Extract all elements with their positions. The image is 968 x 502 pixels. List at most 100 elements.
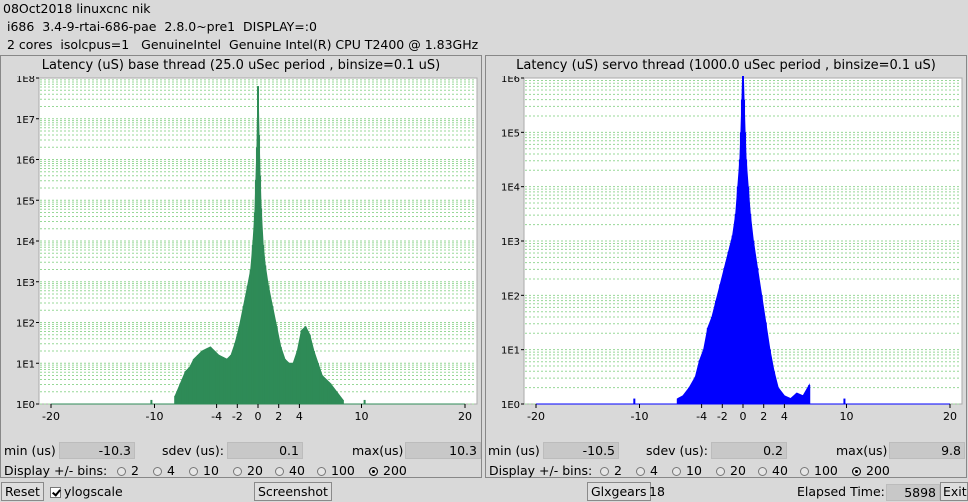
histogram-bar (752, 241, 755, 404)
radio-label: 10 (203, 463, 219, 478)
base-thread-title: Latency (uS) base thread (25.0 uSec peri… (41, 58, 441, 73)
checkbox-indicator[interactable] (50, 487, 61, 498)
histogram-bar (702, 349, 705, 404)
histogram-bar (843, 398, 846, 404)
histogram-bar (710, 317, 713, 404)
bins-radio-2[interactable]: 2 (600, 463, 622, 478)
bins-radio-200[interactable]: 200 (852, 463, 890, 478)
radio-indicator[interactable] (153, 467, 162, 476)
x-tick-label: -10 (146, 410, 164, 423)
histogram-bar (719, 284, 722, 404)
histogram-bar (363, 399, 366, 404)
histogram-bar (230, 355, 233, 404)
histogram-bar (731, 235, 734, 404)
bins-radio-40[interactable]: 40 (758, 463, 788, 478)
bins-radio-100[interactable]: 100 (800, 463, 838, 478)
histogram-bar (308, 334, 311, 404)
bins-radio-100[interactable]: 100 (317, 463, 355, 478)
radio-indicator[interactable] (716, 467, 725, 476)
histogram-bar (768, 349, 771, 404)
histogram-bar (681, 395, 684, 404)
histogram-bar (264, 265, 267, 404)
x-tick-label: 0 (740, 410, 747, 423)
histogram-bar (179, 383, 182, 404)
bins-radio-4[interactable]: 4 (153, 463, 175, 478)
radio-indicator[interactable] (233, 467, 242, 476)
bins-radio-2[interactable]: 2 (117, 463, 139, 478)
histogram-bar (736, 186, 739, 404)
glxgears-button[interactable]: Glxgears (587, 482, 651, 501)
ylogscale-checkbox[interactable]: ylogscale (50, 484, 123, 499)
radio-label: 2 (131, 463, 139, 478)
y-tick-label: 1E4 (501, 183, 520, 194)
histogram-bar (795, 393, 798, 404)
bins-radio-10[interactable]: 10 (672, 463, 702, 478)
histogram-bar (742, 76, 744, 404)
elapsed-time-value: 5898 (886, 484, 940, 501)
histogram-bar (192, 359, 195, 404)
histogram-bar (255, 147, 258, 404)
y-tick-label: 1E6 (16, 156, 35, 167)
histogram-bar (225, 359, 228, 404)
histogram-bar (184, 371, 187, 404)
bins-radio-200[interactable]: 200 (369, 463, 407, 478)
histogram-bar (213, 351, 216, 404)
histogram-bar (341, 399, 344, 404)
y-tick-label: 1E1 (16, 359, 35, 370)
bins-radio-4[interactable]: 4 (636, 463, 658, 478)
bins-selector: Display +/- bins: 2 4 10 20 40 100 200 (486, 461, 966, 479)
radio-indicator[interactable] (852, 467, 861, 476)
radio-label: 10 (686, 463, 702, 478)
histogram-bar (329, 383, 332, 404)
radio-indicator[interactable] (600, 467, 609, 476)
bins-radio-20[interactable]: 20 (233, 463, 263, 478)
histogram-bar (275, 326, 278, 404)
radio-indicator[interactable] (189, 467, 198, 476)
histogram-bar (715, 300, 718, 404)
servo-thread-panel: Latency (uS) servo thread (1000.0 uSec p… (485, 55, 967, 478)
histogram-bar (300, 330, 303, 404)
x-tick-label: -4 (211, 410, 222, 423)
base-thread-stats: min (us) -10.3 sdev (us): 0.1 max(us) 10… (1, 440, 481, 460)
radio-indicator[interactable] (672, 467, 681, 476)
histogram-bar (734, 213, 737, 404)
histogram-bar (260, 208, 263, 404)
radio-label: 40 (772, 463, 788, 478)
screenshot-button[interactable]: Screenshot (254, 482, 332, 501)
x-tick-label: 20 (458, 410, 472, 423)
radio-indicator[interactable] (275, 467, 284, 476)
x-tick-label: 4 (296, 410, 303, 423)
bins-radio-40[interactable]: 40 (275, 463, 305, 478)
bins-radio-20[interactable]: 20 (716, 463, 746, 478)
histogram-bar (249, 269, 252, 404)
histogram-bar (251, 245, 254, 404)
histogram-bar (698, 360, 701, 404)
radio-label: 2 (614, 463, 622, 478)
radio-label: 20 (247, 463, 263, 478)
min-value: -10.3 (59, 442, 135, 459)
radio-label: 4 (167, 463, 175, 478)
elapsed-time-label: Elapsed Time: (797, 484, 885, 499)
y-tick-label: 1E5 (16, 196, 35, 207)
sdev-value: 0.2 (711, 442, 787, 459)
y-tick-label: 1E1 (501, 346, 520, 357)
radio-label: 200 (866, 463, 890, 478)
exit-button[interactable]: Exit (940, 482, 968, 501)
reset-button[interactable]: Reset (1, 482, 44, 501)
histogram-bar (738, 159, 741, 404)
bins-radio-10[interactable]: 10 (189, 463, 219, 478)
radio-indicator[interactable] (369, 467, 378, 476)
histogram-bar (262, 245, 265, 404)
y-tick-label: 1E3 (501, 237, 520, 248)
radio-indicator[interactable] (636, 467, 645, 476)
histogram-bar (739, 132, 742, 405)
radio-indicator[interactable] (758, 467, 767, 476)
radio-indicator[interactable] (117, 467, 126, 476)
radio-indicator[interactable] (800, 467, 809, 476)
servo-thread-title: Latency (uS) servo thread (1000.0 uSec p… (516, 58, 936, 73)
x-tick-label: -4 (696, 410, 707, 423)
histogram-bar (238, 326, 241, 404)
max-label: max(us) (352, 443, 404, 458)
radio-indicator[interactable] (317, 467, 326, 476)
